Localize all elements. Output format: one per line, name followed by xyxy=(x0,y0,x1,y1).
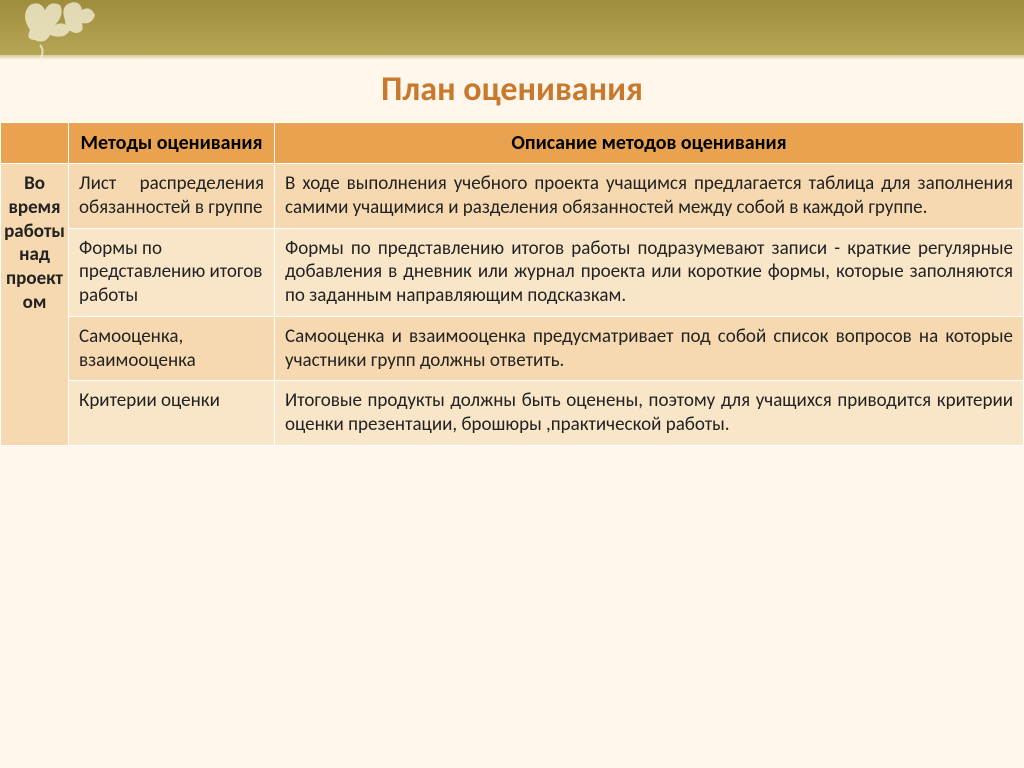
leaf-icon xyxy=(10,0,110,75)
description-cell: Итоговые продукты должны быть оценены, п… xyxy=(275,381,1024,446)
header-stage xyxy=(1,123,69,164)
slide-title: План оценивания xyxy=(0,55,1024,122)
method-cell: Лист распределения обязанностей в группе xyxy=(69,164,275,229)
stage-cell: Во время работы над проектом xyxy=(1,164,69,446)
method-cell: Самооценка, взаимооценка xyxy=(69,316,275,381)
method-cell: Формы по представлению итогов работы xyxy=(69,228,275,316)
description-cell: В ходе выполнения учебного проекта учащи… xyxy=(275,164,1024,229)
table-row: Формы по представлению итогов работы Фор… xyxy=(1,228,1024,316)
description-cell: Формы по представлению итогов работы под… xyxy=(275,228,1024,316)
evaluation-table: Методы оценивания Описание методов оцени… xyxy=(0,122,1024,446)
method-cell: Критерии оценки xyxy=(69,381,275,446)
table-row: Самооценка, взаимооценка Самооценка и вз… xyxy=(1,316,1024,381)
table-row: Критерии оценки Итоговые продукты должны… xyxy=(1,381,1024,446)
header-band xyxy=(0,0,1024,55)
description-cell: Самооценка и взаимооценка предусматривае… xyxy=(275,316,1024,381)
table-header-row: Методы оценивания Описание методов оцени… xyxy=(1,123,1024,164)
header-description: Описание методов оценивания xyxy=(275,123,1024,164)
header-methods: Методы оценивания xyxy=(69,123,275,164)
table-row: Во время работы над проектом Лист распре… xyxy=(1,164,1024,229)
